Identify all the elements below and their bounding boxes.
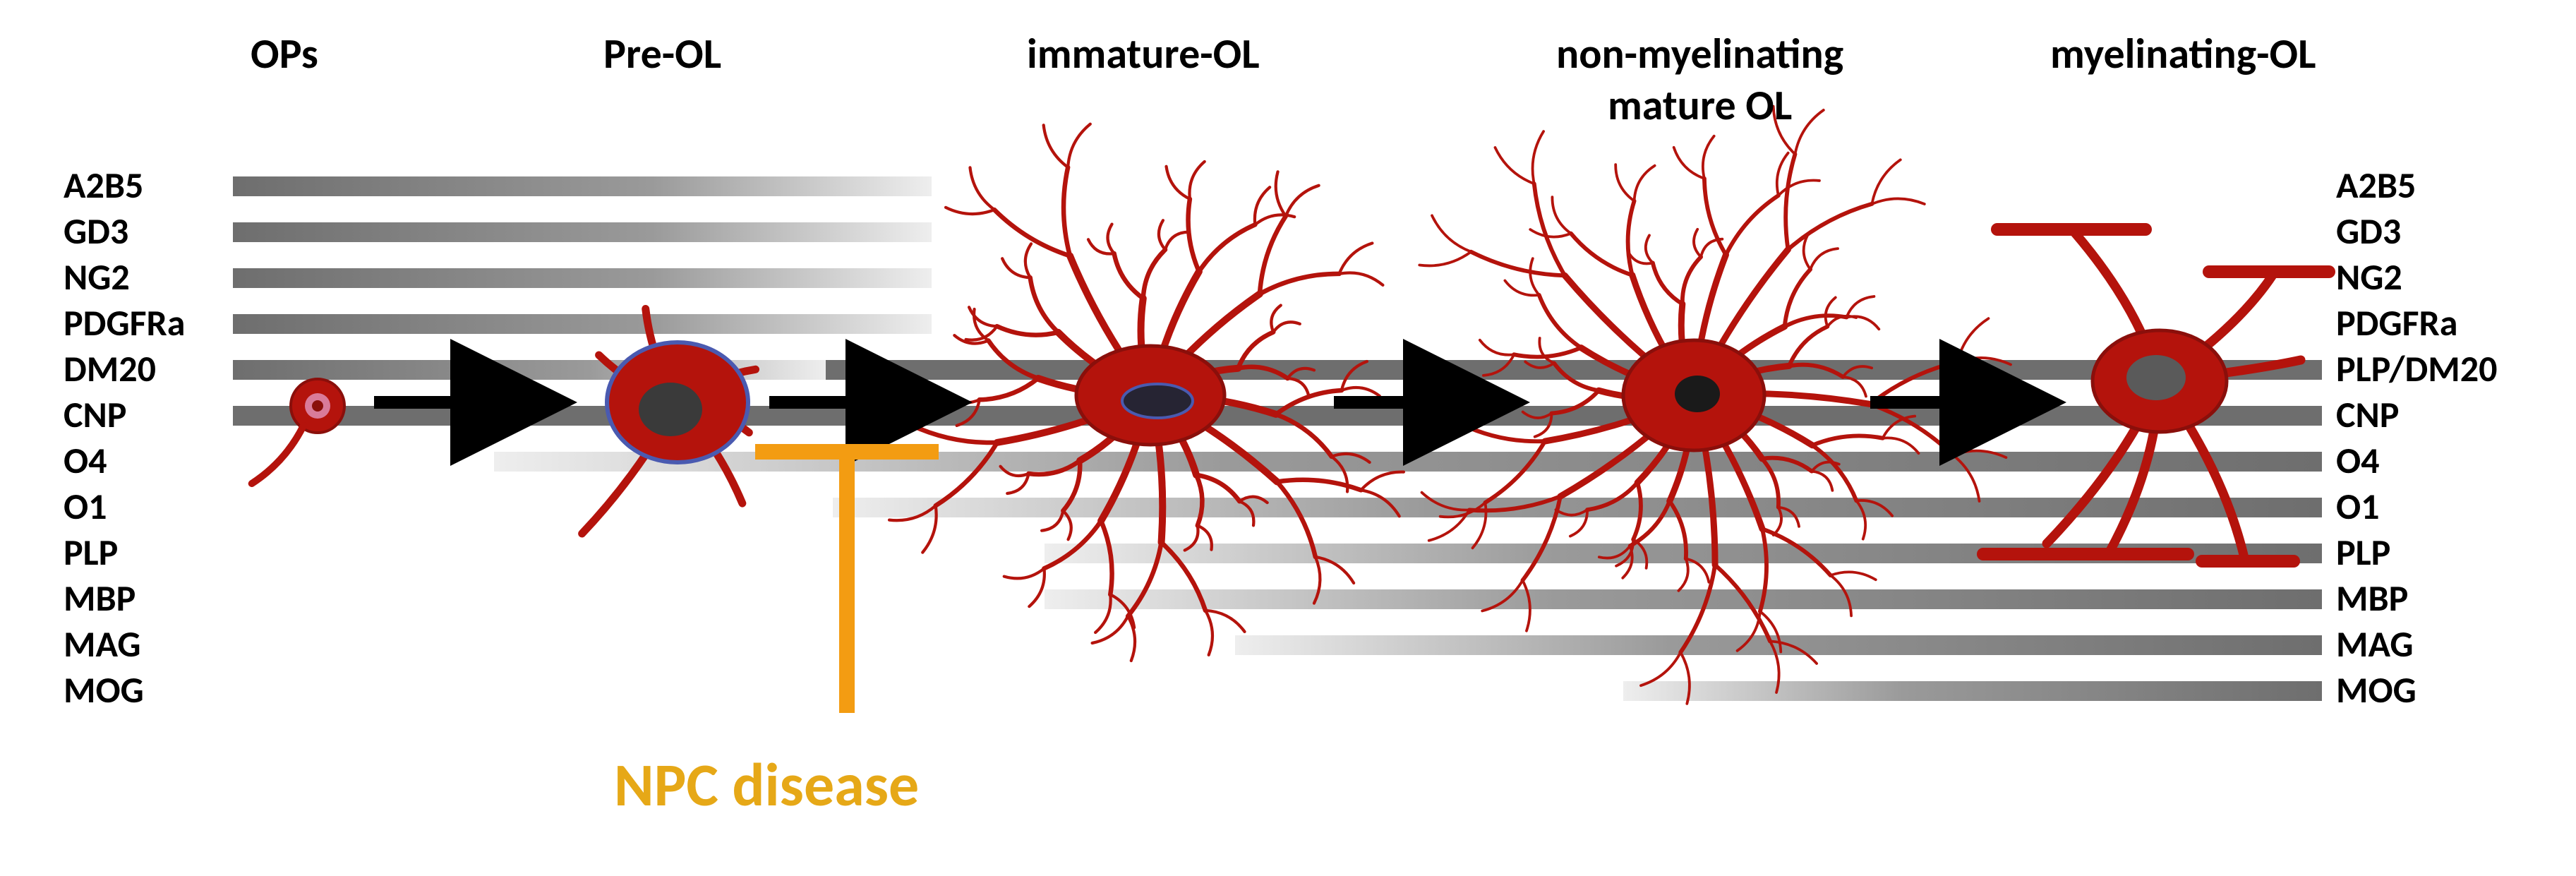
marker-left-1: GD3 xyxy=(64,208,128,253)
marker-left-9: MBP xyxy=(64,575,136,620)
marker-right-9: MBP xyxy=(2336,575,2408,620)
stage-label-imm: immature-OL xyxy=(1027,28,1260,80)
marker-right-2: NG2 xyxy=(2336,254,2402,299)
marker-left-3: PDGFRa xyxy=(64,300,185,345)
marker-right-10: MAG xyxy=(2336,621,2413,666)
marker-right-1: GD3 xyxy=(2336,208,2401,253)
marker-right-6: O4 xyxy=(2336,438,2380,483)
npc-disease-label: NPC disease xyxy=(614,748,919,822)
marker-left-7: O1 xyxy=(64,484,107,529)
marker-right-0: A2B5 xyxy=(2336,162,2416,208)
marker-left-5: CNP xyxy=(64,392,126,437)
marker-left-11: MOG xyxy=(64,667,144,712)
diagram-root: { "type": "biological-diagram", "canvas"… xyxy=(0,0,2576,876)
marker-left-6: O4 xyxy=(64,438,107,483)
marker-left-2: NG2 xyxy=(64,254,130,299)
marker-left-8: PLP xyxy=(64,529,118,575)
marker-right-11: MOG xyxy=(2336,667,2416,712)
marker-right-4: PLP/DM20 xyxy=(2336,346,2497,391)
stage-label-myel: myelinating-OL xyxy=(2050,28,2316,80)
marker-left-4: DM20 xyxy=(64,346,156,391)
marker-left-10: MAG xyxy=(64,621,140,666)
stage-label-ops: OPs xyxy=(251,28,318,80)
marker-right-8: PLP xyxy=(2336,529,2390,575)
marker-left-0: A2B5 xyxy=(64,162,143,208)
npc-blocker xyxy=(755,452,939,713)
marker-right-5: CNP xyxy=(2336,392,2399,437)
stage-label-nonmy: non-myelinating mature OL xyxy=(1556,28,1843,131)
stage-label-preol: Pre-OL xyxy=(603,28,721,80)
marker-bars xyxy=(233,176,2322,701)
diagram-svg xyxy=(0,0,2576,876)
marker-right-3: PDGFRa xyxy=(2336,300,2457,345)
marker-right-7: O1 xyxy=(2336,484,2380,529)
